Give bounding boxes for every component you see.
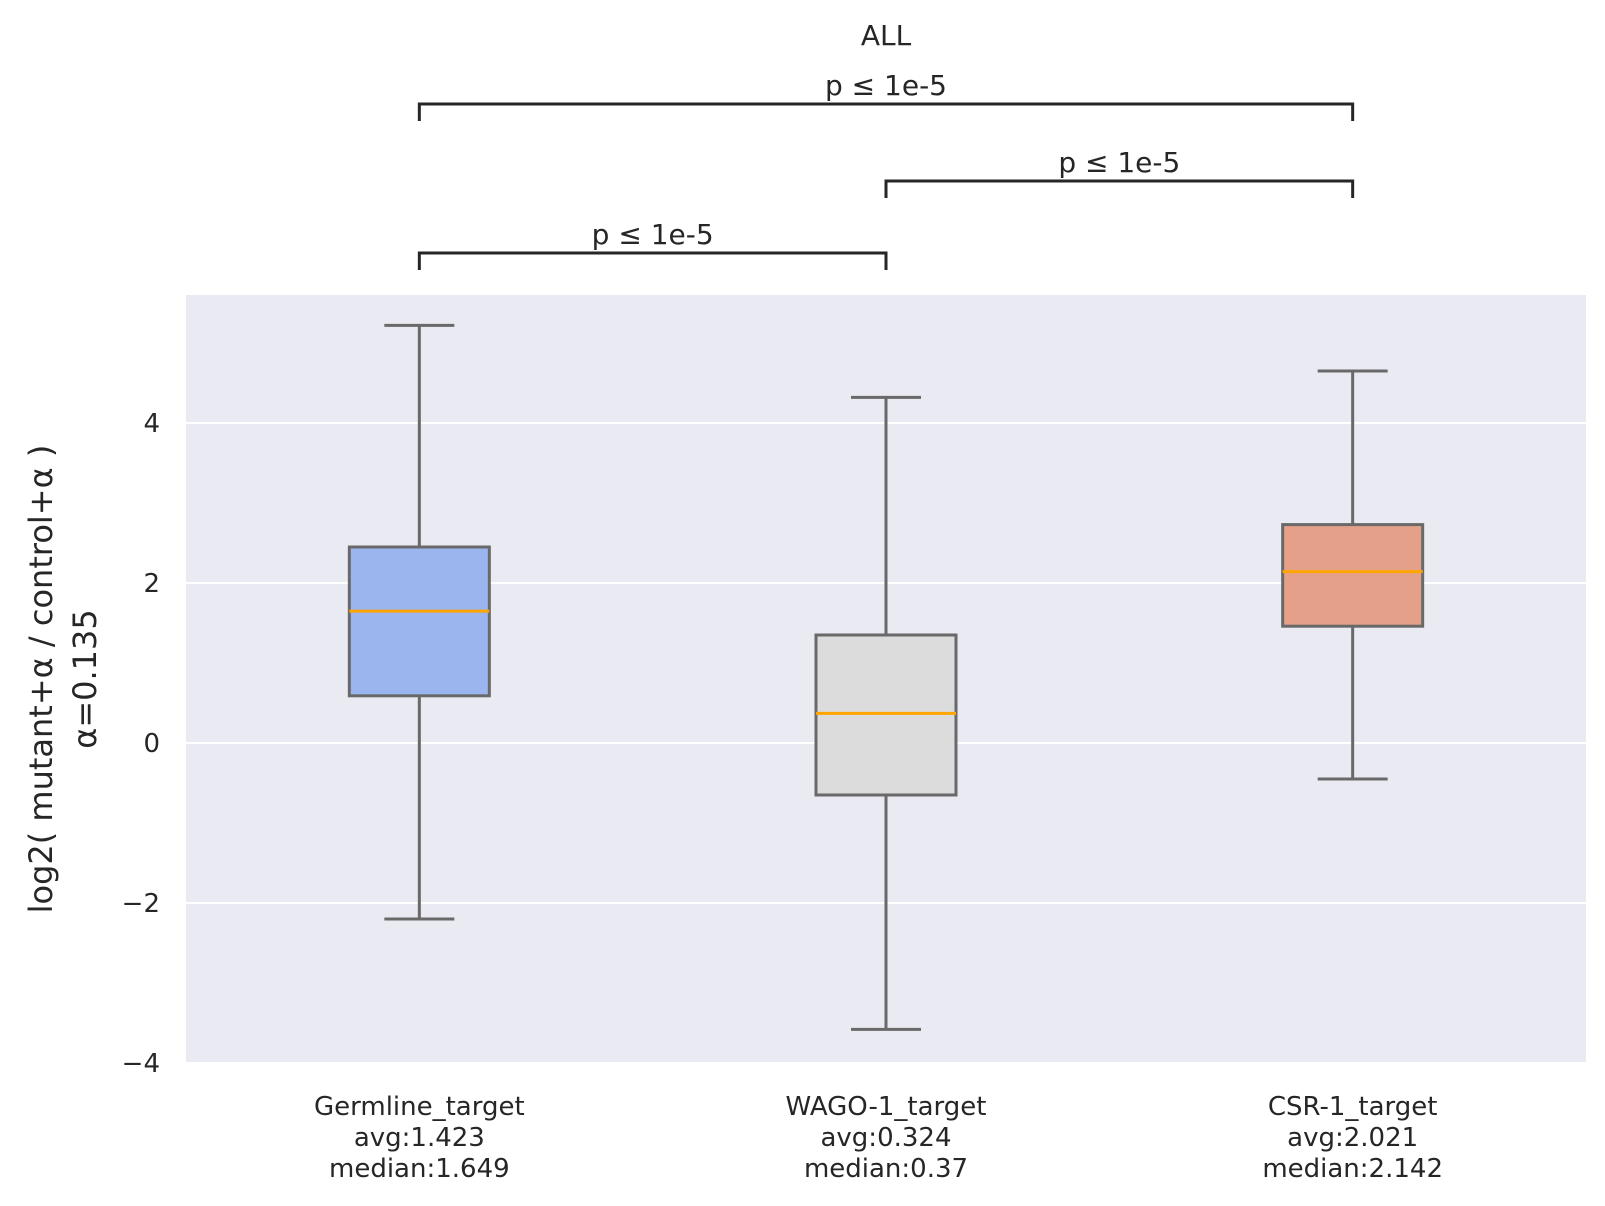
- p-value-label: p ≤ 1e-5: [592, 218, 714, 251]
- boxes: [347, 323, 1425, 1031]
- x-tick-label: WAGO-1_target: [786, 1092, 987, 1122]
- significance-bracket: p ≤ 1e-5: [884, 146, 1355, 198]
- x-tick-median-label: median:2.142: [1262, 1154, 1443, 1184]
- p-value-label: p ≤ 1e-5: [825, 69, 947, 102]
- x-tick-label: Germline_target: [314, 1092, 525, 1122]
- y-tick-label: 0: [143, 729, 160, 759]
- box-CSR-1_target: [1281, 369, 1425, 781]
- y-axis-label-line1: log2( mutant+α / control+α ): [22, 445, 60, 914]
- y-tick-labels: −4 −2 0 2 4: [122, 409, 160, 1079]
- chart-title: ALL: [861, 19, 912, 52]
- bracket-line: [417, 102, 1355, 121]
- p-value-label: p ≤ 1e-5: [1058, 146, 1180, 179]
- y-tick-label: −4: [122, 1049, 160, 1079]
- significance-bracket: p ≤ 1e-5: [417, 69, 1355, 121]
- bracket-line: [884, 179, 1355, 198]
- bracket-line: [417, 251, 888, 270]
- x-tick-median-label: median:0.37: [804, 1154, 968, 1184]
- x-tick-avg-label: avg:1.423: [354, 1123, 485, 1153]
- box-WAGO-1_target: [814, 395, 958, 1031]
- box-iqr: [814, 633, 958, 797]
- y-tick-label: −2: [122, 889, 160, 919]
- box-iqr: [347, 545, 491, 698]
- x-tick-label: CSR-1_target: [1268, 1092, 1438, 1122]
- y-tick-label: 4: [143, 409, 160, 439]
- box-iqr: [1281, 523, 1425, 628]
- significance-annotations: p ≤ 1e-5 p ≤ 1e-5 p ≤ 1e-5: [417, 69, 1355, 270]
- x-tick-avg-label: avg:0.324: [820, 1123, 951, 1153]
- x-tick-avg-label: avg:2.021: [1287, 1123, 1418, 1153]
- x-tick-median-label: median:1.649: [329, 1154, 510, 1184]
- box-Germline_target: [347, 323, 491, 921]
- y-tick-label: 2: [143, 569, 160, 599]
- y-axis-label-line2: α=0.135: [66, 609, 104, 749]
- significance-bracket: p ≤ 1e-5: [417, 218, 888, 270]
